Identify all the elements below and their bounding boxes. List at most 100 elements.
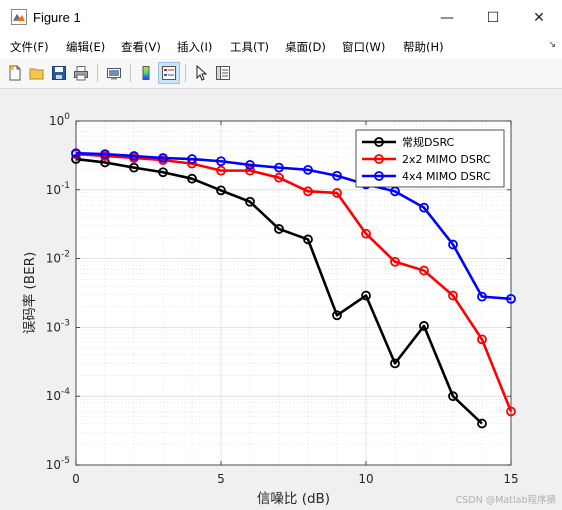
data-point [419, 265, 429, 276]
menu-help[interactable]: 帮助(H) [403, 40, 444, 54]
new-figure-icon [9, 65, 21, 81]
minimize-button[interactable]: — [424, 0, 470, 36]
menu-window[interactable]: 窗口(W) [342, 40, 386, 54]
toolbar-separator [97, 64, 98, 82]
y-tick-label: 10-1 [46, 181, 70, 197]
y-tick-label: 100 [49, 112, 70, 128]
data-point [274, 172, 284, 183]
data-point [390, 358, 400, 369]
data-point [303, 234, 313, 245]
x-tick-label: 0 [72, 472, 80, 486]
data-point [71, 148, 81, 159]
legend-marker [374, 137, 384, 147]
data-point [245, 165, 255, 176]
title-bar: Figure 1 — ☐ ✕ [0, 0, 562, 37]
y-tick-label: 10-2 [46, 250, 70, 266]
data-point [506, 406, 516, 417]
data-point [129, 162, 139, 173]
y-axis-label: 误码率 (BER) [21, 252, 38, 335]
series-line [75, 151, 512, 301]
data-point [303, 164, 313, 175]
link-plot-button[interactable] [103, 62, 125, 84]
menu-tools[interactable]: 工具(T) [230, 40, 269, 54]
data-point [100, 149, 110, 160]
menu-overflow-icon[interactable]: ↘ [548, 40, 556, 50]
legend-label: 4x4 MIMO DSRC [402, 170, 491, 183]
data-point [274, 224, 284, 234]
maximize-button[interactable]: ☐ [470, 0, 516, 36]
toolbar [0, 58, 562, 89]
axes-box [75, 120, 512, 466]
maximize-icon: ☐ [486, 10, 500, 26]
open-file-button[interactable] [26, 62, 48, 84]
toolbar-separator [185, 64, 186, 82]
data-point [448, 290, 458, 301]
link-plot-icon [107, 68, 121, 80]
matlab-app-icon [11, 9, 27, 25]
close-icon: ✕ [533, 10, 545, 26]
watermark: CSDN @Matlab程序猿 [455, 495, 556, 506]
menu-bar: 文件(F) 编辑(E) 查看(V) 插入(I) 工具(T) 桌面(D) 窗口(W… [0, 36, 562, 58]
grid [75, 120, 512, 466]
property-inspector-button[interactable] [212, 62, 234, 84]
pointer-button[interactable] [190, 62, 212, 84]
series-line [75, 152, 513, 412]
x-tick-label: 15 [503, 472, 518, 486]
data-point [245, 160, 255, 170]
data-point [477, 418, 487, 429]
data-point [216, 185, 226, 196]
data-point [187, 173, 197, 184]
new-figure-button[interactable] [4, 62, 26, 84]
data-point [419, 202, 429, 213]
legend-label: 2x2 MIMO DSRC [402, 153, 491, 166]
save-button[interactable] [48, 62, 70, 84]
data-point [332, 310, 342, 321]
menu-edit[interactable]: 编辑(E) [66, 40, 106, 54]
series-2 [71, 149, 516, 417]
data-point [187, 154, 197, 164]
print-icon [74, 66, 88, 81]
data-point [158, 153, 168, 163]
data-point [477, 334, 487, 345]
property-inspector-icon [216, 66, 230, 80]
menu-insert[interactable]: 插入(I) [177, 40, 213, 54]
legend-label: 常规DSRC [402, 135, 455, 149]
data-point [216, 165, 226, 176]
insert-legend-icon [162, 66, 176, 80]
y-tick-label: 10-5 [46, 456, 70, 472]
legend-marker [374, 171, 384, 181]
data-point [448, 391, 458, 402]
data-point [390, 256, 400, 267]
open-file-icon [29, 68, 44, 80]
insert-colorbar-button[interactable] [135, 62, 157, 84]
print-button[interactable] [70, 62, 92, 84]
data-point [158, 167, 168, 178]
data-point [448, 239, 458, 250]
insert-legend-button[interactable] [158, 62, 180, 84]
series-line [75, 157, 483, 425]
series-3 [71, 148, 516, 304]
window-title: Figure 1 [33, 10, 81, 25]
data-point [303, 186, 313, 197]
data-point [332, 188, 342, 198]
close-button[interactable]: ✕ [516, 0, 562, 36]
tick-group: 0 5 10 15 100 10-1 10-2 10-3 10-4 10-5 [46, 112, 519, 486]
data-point [361, 290, 371, 301]
data-point [216, 156, 226, 167]
data-point [477, 291, 487, 302]
data-point [506, 293, 516, 304]
data-point [419, 321, 429, 331]
pointer-icon [196, 65, 208, 81]
ber-chart[interactable]: 0 5 10 15 100 10-1 10-2 10-3 10-4 10-5 信噪比 (dB) 误码率… [4, 89, 558, 508]
menu-file[interactable]: 文件(F) [10, 40, 49, 54]
x-axis-label: 信噪比 (dB) [257, 491, 330, 507]
data-point [332, 170, 342, 181]
y-tick-label: 10-3 [46, 318, 70, 334]
menu-view[interactable]: 查看(V) [121, 40, 161, 54]
legend-marker [374, 154, 384, 164]
minimize-icon: — [440, 10, 454, 26]
menu-desktop[interactable]: 桌面(D) [285, 40, 326, 54]
data-point [274, 162, 284, 173]
legend-box [355, 129, 505, 188]
insert-colorbar-icon [142, 66, 150, 80]
